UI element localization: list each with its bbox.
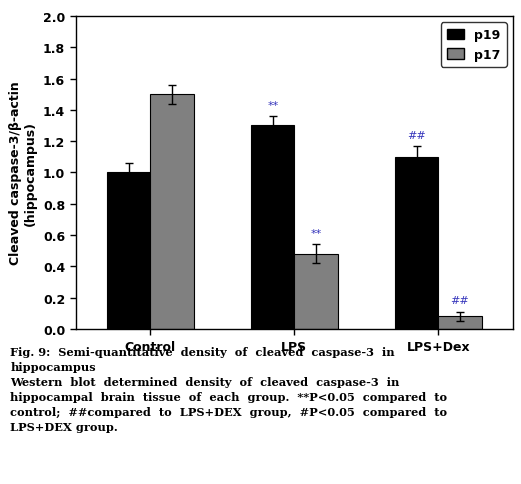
- Text: Fig. 9:  Semi-quantitative  density  of  cleaved  caspase-3  in
hippocampus
West: Fig. 9: Semi-quantitative density of cle…: [10, 346, 448, 432]
- Text: ##: ##: [407, 130, 426, 140]
- Bar: [107, 173, 151, 329]
- Bar: [395, 157, 438, 329]
- Bar: [438, 317, 481, 329]
- Bar: [151, 95, 194, 329]
- Text: ##: ##: [451, 296, 469, 306]
- Legend: p19, p17: p19, p17: [441, 23, 507, 68]
- Bar: [251, 126, 294, 329]
- Text: **: **: [311, 228, 321, 239]
- Bar: [294, 254, 338, 329]
- Text: **: **: [267, 101, 278, 110]
- Y-axis label: Cleaved caspase-3/β-actin
(hippocampus): Cleaved caspase-3/β-actin (hippocampus): [9, 81, 38, 265]
